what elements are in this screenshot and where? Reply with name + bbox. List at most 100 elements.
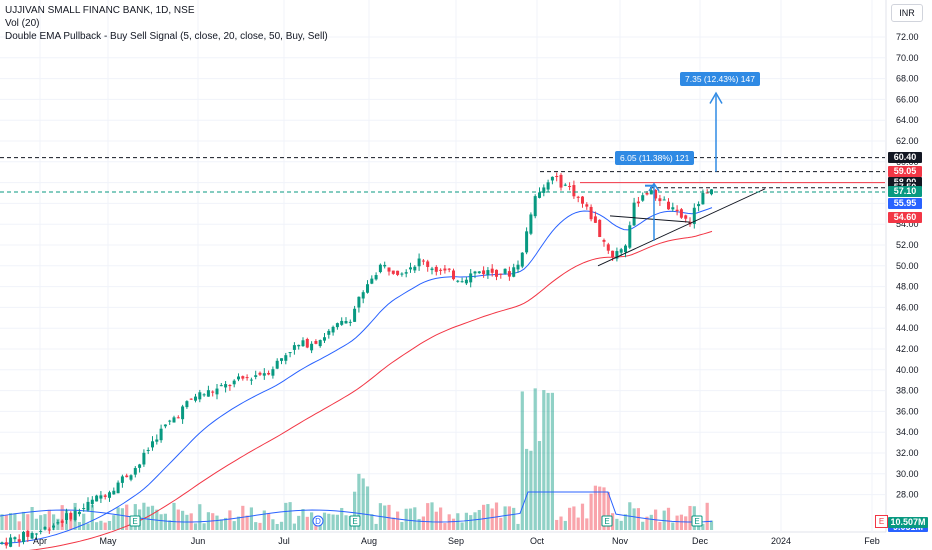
candle-body bbox=[662, 199, 666, 201]
candle-body bbox=[538, 192, 541, 198]
candle-body bbox=[331, 326, 335, 333]
volume-bar bbox=[555, 519, 559, 530]
x-tick-label: Apr bbox=[33, 536, 47, 546]
candle-body bbox=[335, 323, 339, 328]
y-tick-label: 50.00 bbox=[896, 261, 919, 271]
time-axis[interactable]: Apr May Jun Jul Aug Sep Oct Nov Dec 2024 Feb bbox=[33, 536, 880, 546]
volume-bar bbox=[159, 514, 163, 530]
volume-bar bbox=[520, 391, 524, 530]
candle-body bbox=[43, 526, 47, 530]
candle-body bbox=[585, 204, 589, 207]
candle-body bbox=[546, 182, 550, 190]
candle-body bbox=[271, 369, 275, 376]
volume-bar bbox=[99, 520, 103, 530]
volume-bar bbox=[370, 514, 374, 530]
candle-body bbox=[39, 530, 43, 532]
volume-indicator-label[interactable]: Vol (20) bbox=[5, 18, 40, 29]
y-tick-label: 54.00 bbox=[896, 219, 919, 229]
volume-bar bbox=[525, 448, 529, 530]
volume-bar bbox=[52, 514, 56, 530]
volume-bar bbox=[176, 509, 180, 530]
arrow-head-1 bbox=[648, 182, 660, 192]
volume-bar bbox=[460, 522, 464, 530]
candle-body bbox=[292, 345, 296, 350]
candle-body bbox=[426, 261, 430, 267]
candle-body bbox=[30, 533, 34, 539]
earnings-marker-icon[interactable]: E bbox=[129, 515, 141, 527]
svg-text:E: E bbox=[694, 517, 699, 526]
y-tick-label: 30.00 bbox=[896, 469, 919, 479]
candle-body bbox=[340, 320, 344, 325]
symbol-title[interactable]: UJJIVAN SMALL FINANC BANK, 1D, NSE bbox=[5, 5, 195, 16]
volume-bar bbox=[47, 509, 51, 530]
y-tick-label: 46.00 bbox=[896, 302, 919, 312]
earnings-marker-icon[interactable]: E bbox=[349, 515, 361, 527]
candle-body bbox=[572, 185, 576, 197]
candle-body bbox=[249, 379, 253, 381]
svg-text:E: E bbox=[352, 517, 357, 526]
candle-body bbox=[499, 273, 503, 275]
candle-body bbox=[151, 441, 154, 448]
lower-trendline bbox=[597, 188, 766, 267]
candle-body bbox=[344, 321, 348, 324]
currency-selector[interactable]: INR bbox=[891, 4, 923, 22]
candle-body bbox=[684, 215, 688, 219]
candle-body bbox=[138, 464, 142, 468]
earnings-marker-icon[interactable]: E bbox=[691, 515, 703, 527]
volume-bar bbox=[344, 515, 348, 530]
candle-body bbox=[473, 271, 477, 274]
candle-body bbox=[675, 209, 679, 212]
indicator-label[interactable]: Double EMA Pullback - Buy Sell Signal (5… bbox=[5, 31, 328, 42]
candle-body bbox=[624, 245, 627, 253]
volume-bar bbox=[434, 511, 438, 530]
volume-bar bbox=[43, 514, 47, 530]
candle-body bbox=[120, 476, 124, 483]
volume-bar bbox=[168, 520, 172, 530]
dividend-marker-icon[interactable]: D bbox=[312, 515, 324, 527]
volume-bar bbox=[361, 478, 365, 530]
event-badge[interactable]: E bbox=[875, 515, 888, 528]
volume-bar bbox=[292, 523, 296, 530]
volume-bar bbox=[39, 515, 43, 530]
candle-body bbox=[705, 192, 709, 194]
volume-bar bbox=[572, 506, 576, 530]
candle-body bbox=[460, 281, 464, 283]
volume-bar bbox=[232, 521, 236, 530]
volume-bar bbox=[469, 515, 473, 530]
price-axis[interactable]: 72.0070.0068.0066.0064.0062.0060.0058.00… bbox=[896, 32, 919, 500]
volume-bar bbox=[404, 508, 408, 530]
volume-bar bbox=[585, 518, 589, 530]
candle-body bbox=[628, 225, 632, 248]
volume-bar bbox=[684, 516, 688, 530]
candle-body bbox=[125, 475, 129, 478]
volume-bar bbox=[236, 516, 241, 530]
y-tick-label: 64.00 bbox=[896, 115, 919, 125]
y-tick-label: 40.00 bbox=[896, 365, 919, 375]
measure-callout-2[interactable]: 7.35 (12.43%) 147 bbox=[680, 72, 760, 86]
x-tick-label: Aug bbox=[361, 536, 377, 546]
earnings-marker-icon[interactable]: E bbox=[601, 515, 613, 527]
candle-body bbox=[129, 475, 133, 480]
volume-bar bbox=[417, 518, 421, 530]
x-tick-label: Nov bbox=[612, 536, 629, 546]
candle-body bbox=[366, 284, 369, 293]
candle-body bbox=[181, 406, 185, 420]
volume-bar bbox=[632, 508, 636, 530]
y-tick-label: 72.00 bbox=[896, 32, 919, 42]
candle-body bbox=[103, 495, 107, 497]
x-tick-label: Feb bbox=[864, 536, 880, 546]
candle-body bbox=[439, 269, 443, 271]
volume-bar bbox=[666, 507, 671, 530]
volume-bar bbox=[641, 521, 645, 530]
volume-bar bbox=[439, 507, 443, 530]
volume-bar bbox=[490, 508, 494, 530]
measure-callout-1[interactable]: 6.05 (11.38%) 121 bbox=[615, 151, 695, 165]
candle-body bbox=[146, 449, 150, 451]
candle-body bbox=[95, 495, 99, 502]
candle-body bbox=[90, 499, 94, 505]
volume-bar bbox=[709, 520, 714, 530]
volume-bar bbox=[413, 507, 417, 530]
ema-50-line bbox=[28, 230, 713, 550]
candle-body bbox=[456, 280, 460, 282]
